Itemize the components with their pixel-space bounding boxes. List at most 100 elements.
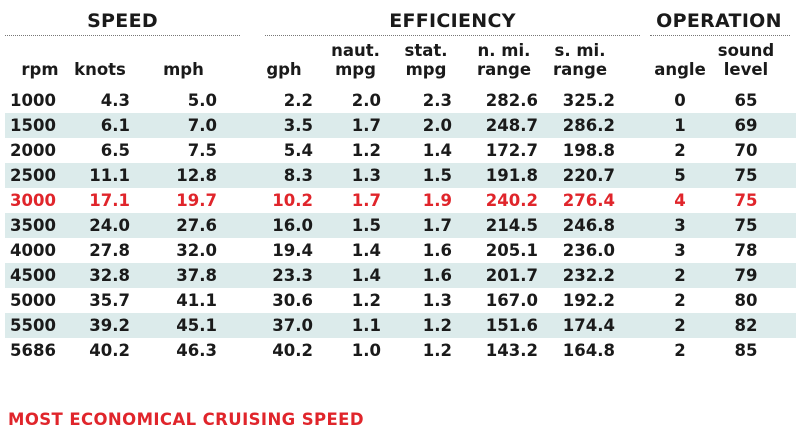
table-row: 2500 11.1 12.8 8.3 1.3 1.5 191.8 220.7 5 75	[5, 163, 796, 188]
cell-rpm: 2500	[10, 166, 56, 185]
cell-mph: 46.3	[176, 341, 217, 360]
cell-stat-mpg: 2.0	[422, 116, 452, 135]
cell-n-mi-range: 172.7	[485, 141, 538, 160]
cell-rpm: 2000	[10, 141, 56, 160]
footnote-economical-speed: MOST ECONOMICAL CRUISING SPEED	[8, 410, 364, 429]
cell-sound-level: 80	[734, 291, 758, 310]
cell-mph: 12.8	[176, 166, 217, 185]
cell-sound-level: 75	[734, 166, 758, 185]
cell-knots: 11.1	[89, 166, 130, 185]
cell-sound-level: 78	[734, 241, 758, 260]
column-header-mph: mph	[163, 60, 204, 79]
cell-rpm: 3500	[10, 216, 56, 235]
column-header-angle: angle	[654, 60, 706, 79]
cell-knots: 35.7	[89, 291, 130, 310]
table-row: 4500 32.8 37.8 23.3 1.4 1.6 201.7 232.2 2 79	[5, 263, 796, 288]
cell-sound-level: 65	[734, 91, 758, 110]
cell-stat-mpg: 1.7	[422, 216, 452, 235]
cell-knots: 39.2	[89, 316, 130, 335]
cell-n-mi-range: 201.7	[485, 266, 538, 285]
cell-n-mi-range: 214.5	[485, 216, 538, 235]
cell-angle: 5	[674, 166, 686, 185]
cell-angle: 2	[674, 266, 686, 285]
column-header-sound-level: level	[723, 60, 769, 79]
column-header-s-mi-range: s. mi.	[554, 41, 606, 60]
cell-s-mi-range: 276.4	[562, 191, 615, 210]
column-header-rpm: rpm	[21, 60, 59, 79]
cell-sound-level: 85	[734, 341, 758, 360]
cell-stat-mpg: 1.3	[422, 291, 452, 310]
cell-gph: 16.0	[272, 216, 313, 235]
cell-mph: 19.7	[176, 191, 217, 210]
cell-knots: 6.1	[100, 116, 130, 135]
cell-sound-level: 79	[734, 266, 758, 285]
cell-angle: 2	[674, 291, 686, 310]
cell-rpm: 5686	[10, 341, 56, 360]
group-title-speed: SPEED	[87, 10, 158, 32]
cell-gph: 37.0	[272, 316, 313, 335]
cell-mph: 7.0	[187, 116, 217, 135]
cell-s-mi-range: 220.7	[562, 166, 615, 185]
cell-gph: 8.3	[283, 166, 313, 185]
cell-s-mi-range: 246.8	[562, 216, 615, 235]
cell-angle: 3	[674, 241, 686, 260]
cell-sound-level: 82	[734, 316, 758, 335]
cell-stat-mpg: 1.6	[422, 241, 452, 260]
cell-rpm: 4000	[10, 241, 56, 260]
cell-s-mi-range: 325.2	[562, 91, 615, 110]
cell-naut-mpg: 1.7	[351, 191, 381, 210]
cell-rpm: 5000	[10, 291, 56, 310]
cell-sound-level: 70	[734, 141, 758, 160]
cell-naut-mpg: 1.0	[351, 341, 381, 360]
cell-naut-mpg: 1.1	[351, 316, 381, 335]
group-title-operation: OPERATION	[656, 10, 782, 32]
table-row: 1500 6.1 7.0 3.5 1.7 2.0 248.7 286.2 1 69	[5, 113, 796, 138]
cell-stat-mpg: 1.6	[422, 266, 452, 285]
cell-naut-mpg: 1.4	[351, 241, 381, 260]
table-row: 1000 4.3 5.0 2.2 2.0 2.3 282.6 325.2 0 65	[5, 88, 796, 113]
cell-angle: 1	[674, 116, 686, 135]
cell-sound-level: 75	[734, 216, 758, 235]
cell-knots: 24.0	[89, 216, 130, 235]
cell-gph: 19.4	[272, 241, 313, 260]
group-divider-speed	[5, 35, 240, 36]
cell-knots: 40.2	[89, 341, 130, 360]
cell-n-mi-range: 167.0	[485, 291, 538, 310]
cell-gph: 2.2	[283, 91, 313, 110]
column-header-s-mi-range: range	[552, 60, 608, 79]
column-header-naut-mpg: mpg	[335, 60, 376, 79]
column-header-n-mi-range: range	[476, 60, 532, 79]
cell-stat-mpg: 1.4	[422, 141, 452, 160]
table-row: 3500 24.0 27.6 16.0 1.5 1.7 214.5 246.8 3 75	[5, 213, 796, 238]
cell-gph: 40.2	[272, 341, 313, 360]
cell-n-mi-range: 191.8	[485, 166, 538, 185]
cell-mph: 32.0	[176, 241, 217, 260]
column-header-knots: knots	[74, 60, 126, 79]
cell-naut-mpg: 2.0	[351, 91, 381, 110]
cell-sound-level: 69	[734, 116, 758, 135]
cell-gph: 3.5	[283, 116, 313, 135]
cell-mph: 41.1	[176, 291, 217, 310]
cell-s-mi-range: 164.8	[562, 341, 615, 360]
cell-knots: 4.3	[100, 91, 130, 110]
cell-knots: 32.8	[89, 266, 130, 285]
cell-naut-mpg: 1.2	[351, 141, 381, 160]
cell-angle: 2	[674, 341, 686, 360]
cell-mph: 27.6	[176, 216, 217, 235]
cell-gph: 23.3	[272, 266, 313, 285]
cell-s-mi-range: 286.2	[562, 116, 615, 135]
cell-gph: 30.6	[272, 291, 313, 310]
cell-stat-mpg: 1.5	[422, 166, 452, 185]
cell-naut-mpg: 1.3	[351, 166, 381, 185]
cell-mph: 45.1	[176, 316, 217, 335]
cell-stat-mpg: 2.3	[422, 91, 452, 110]
cell-n-mi-range: 205.1	[485, 241, 538, 260]
cell-knots: 27.8	[89, 241, 130, 260]
group-divider-operation	[650, 35, 790, 36]
cell-s-mi-range: 232.2	[562, 266, 615, 285]
table-row-highlighted: 3000 17.1 19.7 10.2 1.7 1.9 240.2 276.4 4 75	[5, 188, 796, 213]
cell-stat-mpg: 1.2	[422, 341, 452, 360]
table-row: 5500 39.2 45.1 37.0 1.1 1.2 151.6 174.4 2 82	[5, 313, 796, 338]
cell-stat-mpg: 1.9	[422, 191, 452, 210]
cell-rpm: 4500	[10, 266, 56, 285]
